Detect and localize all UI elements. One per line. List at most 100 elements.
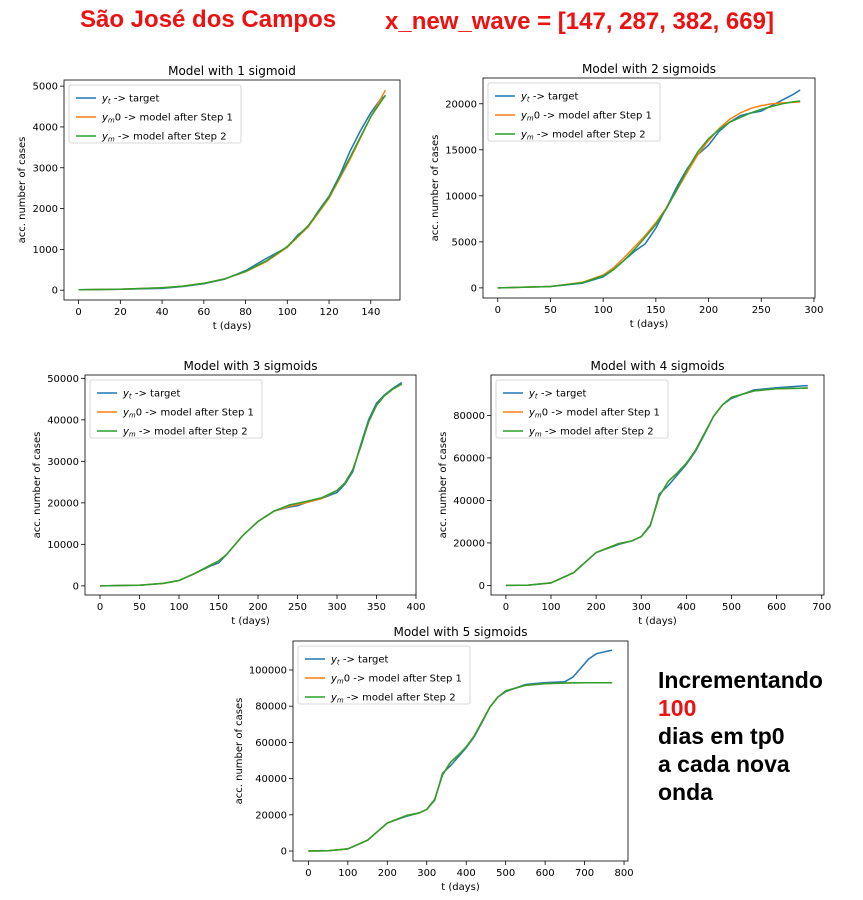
x-axis-label: t (days)	[630, 319, 669, 330]
chart-title: Model with 4 sigmoids	[590, 359, 724, 373]
x-tick-label: 80	[239, 307, 252, 318]
note-line-2: 100	[658, 695, 697, 721]
y-tick-label: 30000	[47, 457, 79, 468]
note-line-4: a cada nova	[658, 751, 790, 777]
legend-box	[487, 82, 661, 142]
x-tick-label: 700	[812, 602, 831, 613]
x-tick-label: 0	[97, 602, 103, 613]
series-line-model-step1	[308, 682, 613, 852]
legend-entry: ym0 -> model after Step 1	[330, 674, 462, 686]
legend-entry: yt -> target	[101, 94, 160, 106]
x-tick-label: 200	[587, 602, 606, 613]
x-tick-label: 50	[133, 602, 146, 613]
y-tick-label: 20000	[453, 538, 485, 549]
chart-panel-5: Model with 5 sigmoids 0 100 200 300 400 500 600…	[234, 625, 634, 893]
y-tick-label: 0	[281, 847, 287, 858]
y-tick-label: 5000	[452, 237, 477, 248]
series-line-model-step2	[78, 94, 387, 291]
y-tick-label: 0	[479, 581, 485, 592]
chart-panel-2: Model with 2 sigmoids 0 50 100 150 200 250 300 0…	[430, 62, 823, 330]
x-tick-label: 60	[197, 307, 210, 318]
y-axis-label: acc. number of cases	[17, 137, 28, 244]
x-tick-label: 400	[457, 868, 476, 879]
legend-box	[68, 84, 242, 144]
x-tick-label: 700	[575, 868, 594, 879]
x-tick-label: 150	[209, 602, 228, 613]
series-line-model-step2	[505, 387, 808, 587]
legend-entry: yt -> target	[520, 92, 579, 104]
note-line-1: Incrementando	[658, 667, 823, 693]
legend-entry: ym -> model after Step 2	[101, 132, 227, 144]
x-tick-label: 150	[646, 305, 665, 316]
y-tick-label: 15000	[445, 145, 477, 156]
x-axis-label: t (days)	[441, 882, 480, 893]
x-tick-label: 300	[417, 868, 436, 879]
y-tick-label: 4000	[33, 122, 58, 133]
x-tick-label: 500	[496, 868, 515, 879]
x-tick-label: 800	[615, 868, 634, 879]
legend-box	[495, 379, 669, 439]
x-axis-label: t (days)	[213, 321, 252, 332]
x-tick-label: 400	[677, 602, 696, 613]
legend-entry: yt -> target	[528, 389, 587, 401]
legend-box	[89, 379, 263, 439]
legend-entry: yt -> target	[330, 655, 389, 667]
x-tick-label: 200	[248, 602, 267, 613]
x-tick-label: 250	[288, 602, 307, 613]
y-tick-label: 40000	[453, 496, 485, 507]
x-tick-label: 600	[767, 602, 786, 613]
legend-entry: ym -> model after Step 2	[528, 427, 654, 439]
y-tick-label: 100000	[249, 665, 287, 676]
x-tick-label: 0	[75, 307, 81, 318]
plot-frame	[63, 79, 401, 301]
x-tick-label: 200	[378, 868, 397, 879]
y-tick-label: 5000	[33, 82, 58, 93]
x-tick-label: 300	[632, 602, 651, 613]
y-tick-label: 40000	[47, 415, 79, 426]
y-tick-label: 10000	[445, 191, 477, 202]
chart-panel-4: Model with 4 sigmoids 0 100 200 300 400 500 600…	[438, 359, 831, 627]
y-tick-label: 0	[73, 581, 79, 592]
plot-frame	[84, 374, 417, 596]
legend-box	[297, 645, 471, 705]
series-line-model-step2	[308, 682, 613, 852]
x-tick-label: 500	[722, 602, 741, 613]
note-line-3: dias em tp0	[658, 723, 785, 749]
y-tick-label: 60000	[453, 453, 485, 464]
legend-entry: ym0 -> model after Step 1	[520, 111, 652, 123]
series-line-model-step1	[497, 101, 801, 289]
legend-entry: ym0 -> model after Step 1	[122, 408, 254, 420]
legend-entry: ym -> model after Step 2	[122, 427, 248, 439]
legend-entry: yt -> target	[122, 389, 181, 401]
x-tick-label: 120	[319, 307, 338, 318]
x-tick-label: 0	[495, 305, 501, 316]
x-tick-label: 20	[114, 307, 127, 318]
x-tick-label: 100	[278, 307, 297, 318]
x-tick-label: 400	[406, 602, 425, 613]
y-tick-label: 60000	[255, 738, 287, 749]
x-tick-label: 0	[305, 868, 311, 879]
x-tick-label: 100	[541, 602, 560, 613]
y-tick-label: 1000	[33, 245, 58, 256]
y-axis-label: acc. number of cases	[438, 432, 449, 539]
chart-panel-3: Model with 3 sigmoids 0 50 100 150 200 250 300 3…	[32, 359, 426, 627]
x-tick-label: 300	[804, 305, 823, 316]
x-tick-label: 100	[594, 305, 613, 316]
y-tick-label: 80000	[255, 702, 287, 713]
plot-frame	[292, 640, 629, 862]
y-tick-label: 80000	[453, 411, 485, 422]
chart-title: Model with 5 sigmoids	[393, 625, 527, 639]
page-title: São José dos Campos	[80, 6, 337, 33]
legend-entry: ym -> model after Step 2	[520, 130, 646, 142]
y-tick-label: 10000	[47, 540, 79, 551]
legend-entry: ym0 -> model after Step 1	[528, 408, 660, 420]
y-tick-label: 0	[471, 283, 477, 294]
y-tick-label: 3000	[33, 163, 58, 174]
annotation-note: Incrementando 100 dias em tp0 a cada nov…	[658, 666, 858, 806]
x-tick-label: 50	[544, 305, 557, 316]
x-tick-label: 100	[338, 868, 357, 879]
x-tick-label: 300	[327, 602, 346, 613]
x-tick-label: 100	[169, 602, 188, 613]
x-tick-label: 140	[361, 307, 380, 318]
